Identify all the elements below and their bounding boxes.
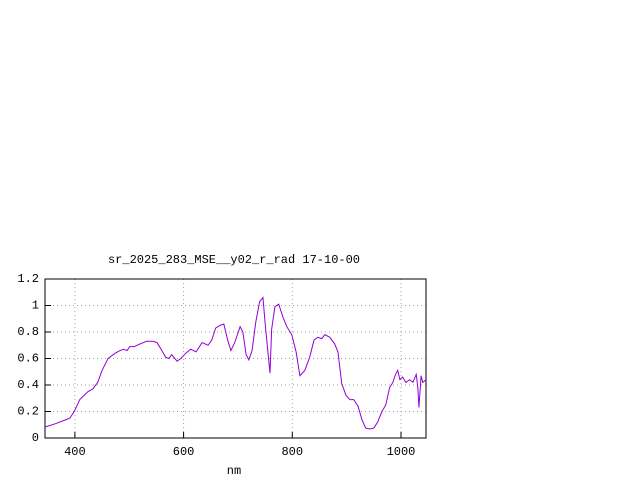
x-tick-label: 800 — [281, 445, 303, 459]
x-tick-label: 1000 — [387, 445, 416, 459]
data-line — [44, 296, 427, 430]
y-tick-label: 0.6 — [17, 352, 39, 366]
x-tick-label: 600 — [173, 445, 195, 459]
chart-title: sr_2025_283_MSE__y02_r_rad 17-10-00 — [108, 253, 360, 267]
y-tick-label: 0.2 — [17, 405, 39, 419]
plot-border — [44, 278, 427, 439]
x-tick-label: 400 — [64, 445, 86, 459]
x-axis-label: nm — [227, 464, 241, 478]
y-tick-label: 0 — [32, 431, 39, 445]
y-tick-label: 0.4 — [17, 378, 39, 392]
y-tick-label: 1 — [32, 299, 39, 313]
y-tick-label: 0.8 — [17, 325, 39, 339]
y-tick-label: 1.2 — [17, 272, 39, 286]
